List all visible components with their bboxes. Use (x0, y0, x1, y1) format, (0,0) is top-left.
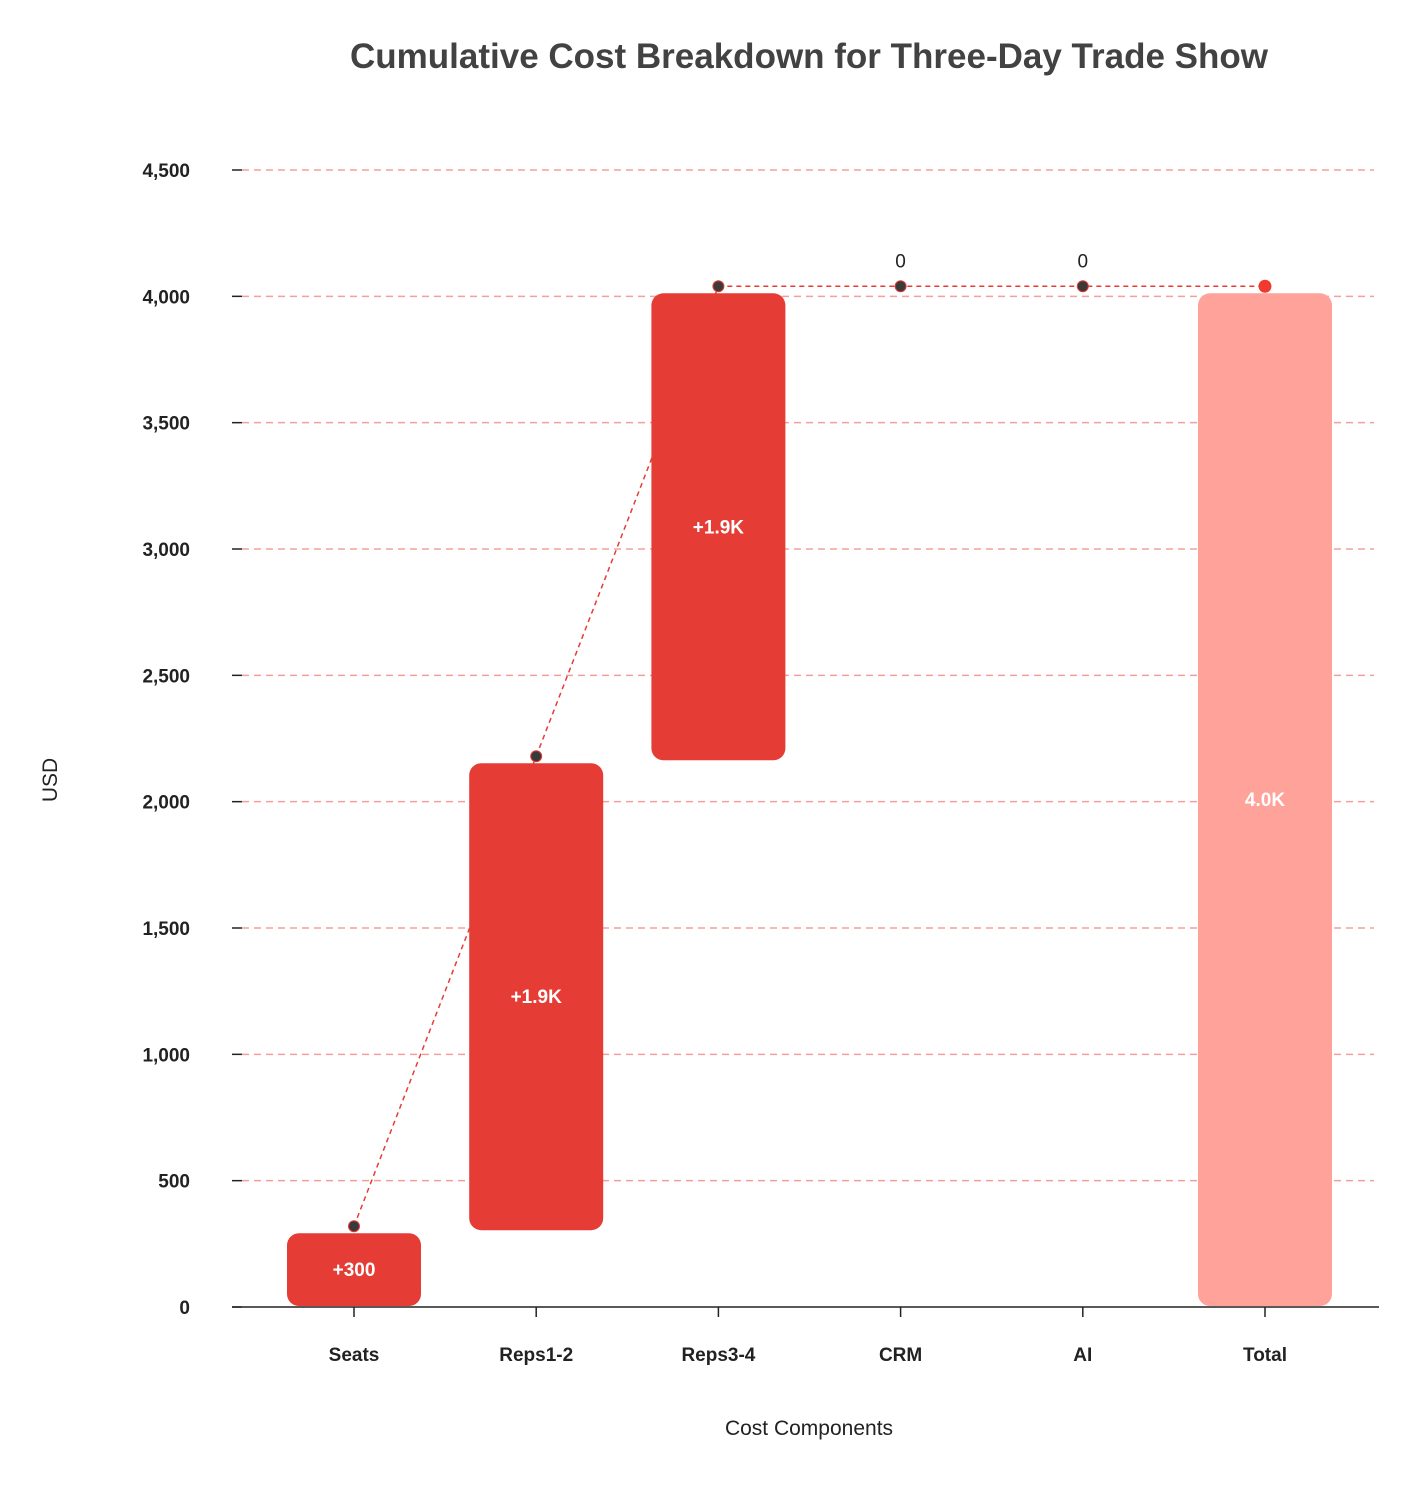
x-tick-label: Reps1-2 (499, 1345, 573, 1366)
bars (287, 293, 1332, 1306)
y-tick-label: 500 (158, 1172, 190, 1193)
bar (651, 293, 786, 761)
y-tick-label: 0 (179, 1298, 190, 1319)
y-axis-ticks: 0 500 1,000 1,500 2,000 2,500 3,000 3,500 4,000 4… (142, 161, 242, 1319)
x-tick-label: Total (1243, 1345, 1287, 1366)
total-marker (1258, 279, 1272, 293)
bar (287, 1233, 421, 1306)
x-tick-label: AI (1073, 1345, 1092, 1366)
x-tick-label: Seats (329, 1345, 380, 1366)
connector-line (353, 285, 1265, 1227)
data-labels: +300 +1.9K +1.9K 0 0 4.0K (333, 251, 1286, 1281)
y-tick-label: 1,000 (142, 1045, 190, 1066)
gridlines (242, 169, 1374, 1182)
y-tick-label: 3,500 (142, 414, 190, 435)
y-axis-label: USD (39, 758, 62, 802)
bar-value-label: +1.9K (511, 987, 563, 1008)
cumulative-marker (348, 1220, 360, 1233)
y-tick-label: 1,500 (142, 919, 190, 940)
y-tick-label: 3,000 (142, 540, 190, 561)
x-axis-ticks: Seats Reps1-2 Reps3-4 CRM AI Total (232, 1306, 1379, 1366)
bar (469, 763, 604, 1231)
cumulative-marker (712, 280, 725, 293)
x-axis-label: Cost Components (725, 1417, 893, 1440)
cumulative-marker (894, 280, 907, 293)
x-tick-label: Reps3-4 (681, 1345, 755, 1366)
cumulative-marker (530, 750, 543, 763)
y-tick-label: 2,000 (142, 793, 190, 814)
zero-value-label: 0 (1078, 251, 1089, 272)
y-tick-label: 2,500 (142, 666, 190, 687)
x-tick-label: CRM (879, 1345, 922, 1366)
bar-value-label: +1.9K (693, 517, 745, 538)
connectors (348, 279, 1272, 1233)
bar-value-label: +300 (333, 1260, 376, 1281)
zero-value-label: 0 (895, 251, 906, 272)
y-tick-label: 4,000 (142, 287, 190, 308)
y-tick-label: 4,500 (142, 161, 190, 182)
bar-value-label: 4.0K (1245, 790, 1285, 811)
chart-title: Cumulative Cost Breakdown for Three-Day … (350, 37, 1269, 76)
bar (1198, 293, 1332, 1306)
cumulative-marker (1076, 280, 1089, 293)
